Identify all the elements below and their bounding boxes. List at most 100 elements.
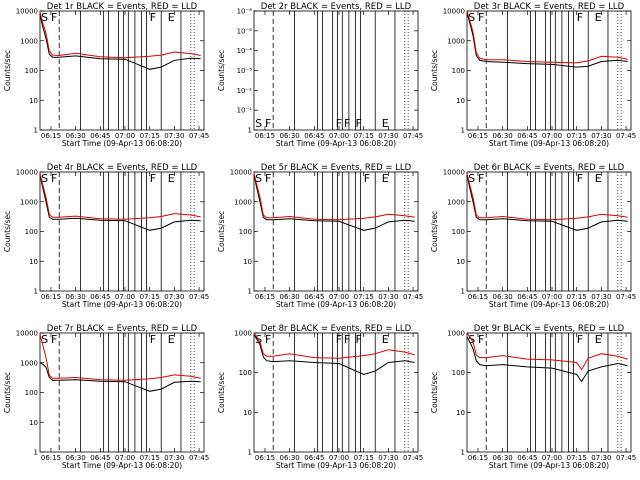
chart-7-xtick-label-4: 07:15 [140, 454, 160, 462]
chart-6-xtick-label-6: 07:45 [616, 293, 636, 301]
chart-2-xtick-label-2: 06:45 [304, 132, 324, 140]
chart-2-title: Det 2r BLACK = Events, RED = LLD [261, 2, 412, 12]
chart-5-ytick-label-1: 10 [243, 258, 252, 266]
chart-5-ytick-label-2: 100 [239, 228, 252, 236]
chart-2-xtick-label-1: 06:30 [280, 132, 300, 140]
chart-4-flag-3: E [168, 172, 175, 185]
chart-5-xtick-label-0: 06:15 [255, 293, 275, 301]
chart-8-ytick-label-2: 100 [239, 369, 252, 377]
chart-1-xtick-label-1: 06:30 [66, 132, 86, 140]
chart-2-flag-4: F [355, 117, 361, 130]
chart-1-series-lld [39, 12, 201, 59]
chart-1-xtick-label-2: 06:45 [90, 132, 110, 140]
chart-4-xtick-label-4: 07:15 [140, 293, 160, 301]
chart-6-flag-3: E [595, 172, 602, 185]
chart-8-xtick-label-4: 07:15 [354, 454, 374, 462]
chart-3-frame [466, 10, 632, 131]
chart-8-xtick-label-2: 06:45 [304, 454, 324, 462]
chart-6-title: Det 6r BLACK = Events, RED = LLD [474, 163, 625, 173]
chart-8-xtick-label-1: 06:30 [280, 454, 300, 462]
chart-4-series-lld [39, 173, 201, 220]
chart-1-flag-3: E [168, 11, 175, 24]
chart-4-flag-2: F [150, 172, 156, 185]
chart-9-flag-2: F [577, 333, 583, 346]
chart-3-flag-3: E [595, 11, 602, 24]
chart-1: Det 1r BLACK = Events, RED = LLD 1 10 100 10… [3, 2, 209, 148]
chart-7-title: Det 7r BLACK = Events, RED = LLD [47, 324, 198, 334]
chart-6-series-events [466, 174, 628, 231]
chart-1-xtick-label-0: 06:15 [41, 132, 61, 140]
chart-5-xtick-label-6: 07:45 [403, 293, 423, 301]
chart-9-xtick-label-4: 07:15 [567, 454, 587, 462]
chart-8-flag-3: F [344, 333, 350, 346]
chart-3-xtick-label-3: 07:00 [542, 132, 562, 140]
chart-6-ytick-label-1: 10 [456, 258, 465, 266]
chart-6-flag-2: F [577, 172, 583, 185]
chart-9-title: Det 9r BLACK = Events, RED = LLD [474, 324, 625, 334]
chart-7-ytick-label-1: 10 [29, 419, 38, 427]
chart-9-ylabel: Counts/sec [430, 372, 439, 413]
chart-7-xtick-label-1: 06:30 [66, 454, 86, 462]
chart-9: Det 9r BLACK = Events, RED = LLD 1 10 100 10… [430, 324, 636, 470]
chart-5-ytick-label-3: 1000 [234, 198, 252, 206]
chart-9-series-lld [466, 332, 628, 371]
chart-4-series-events [39, 174, 201, 231]
chart-5-xtick-label-4: 07:15 [354, 293, 374, 301]
chart-5-xlabel: Start Time (09-Apr-13 06:08:20) [276, 300, 396, 309]
chart-5-flag-1: F [265, 172, 271, 185]
chart-3-ytick-label-4: 10000 [443, 8, 465, 16]
chart-8-ytick-label-1: 10 [243, 409, 252, 417]
chart-5-ytick-label-0: 1 [248, 288, 252, 296]
chart-5-xtick-label-2: 06:45 [304, 293, 324, 301]
chart-4-ytick-label-4: 10000 [16, 169, 38, 177]
chart-4-flag-0: S [41, 172, 48, 185]
chart-9-xtick-label-1: 06:30 [493, 454, 513, 462]
chart-3-xlabel: Start Time (09-Apr-13 06:08:20) [489, 139, 609, 148]
chart-2-flag-0: S [255, 117, 262, 130]
chart-2-ytick-label-4: 10⁻⁴ [237, 47, 253, 55]
chart-1-ytick-label-3: 1000 [20, 37, 38, 45]
chart-2-xtick-label-5: 07:30 [378, 132, 398, 140]
chart-6-series-lld [466, 173, 628, 221]
chart-6-xtick-label-2: 06:45 [517, 293, 537, 301]
chart-9-xtick-label-2: 06:45 [517, 454, 537, 462]
chart-3-xtick-label-2: 06:45 [517, 132, 537, 140]
chart-1-ytick-label-0: 1 [34, 127, 38, 135]
chart-9-ytick-label-3: 1000 [447, 330, 465, 338]
chart-9-xtick-label-5: 07:30 [591, 454, 611, 462]
chart-7-ytick-label-0: 1 [34, 449, 38, 457]
chart-7-series-lld [39, 334, 201, 381]
chart-9-flag-3: E [595, 333, 602, 346]
chart-1-title: Det 1r BLACK = Events, RED = LLD [47, 2, 198, 12]
chart-7-flag-1: F [51, 333, 57, 346]
chart-5-title: Det 5r BLACK = Events, RED = LLD [261, 163, 412, 173]
chart-1-ylabel: Counts/sec [3, 50, 12, 91]
chart-1-frame [39, 10, 205, 131]
chart-5-xtick-label-5: 07:30 [378, 293, 398, 301]
chart-3-series-events [466, 12, 628, 68]
chart-2-xtick-label-4: 07:15 [354, 132, 374, 140]
chart-2-flag-2: F [336, 117, 342, 130]
chart-5-xtick-label-1: 06:30 [280, 293, 300, 301]
chart-8-flag-2: F [336, 333, 342, 346]
chart-8-ylabel: Counts/sec [217, 372, 226, 413]
chart-3: Det 3r BLACK = Events, RED = LLD 1 10 100 10… [430, 2, 636, 148]
chart-3-flag-0: S [468, 11, 475, 24]
chart-4-title: Det 4r BLACK = Events, RED = LLD [47, 163, 198, 173]
chart-5-ylabel: Counts/sec [217, 211, 226, 252]
chart-3-ytick-label-3: 1000 [447, 37, 465, 45]
chart-5-series-lld [253, 173, 415, 221]
chart-8-xtick-label-5: 07:30 [378, 454, 398, 462]
chart-7-xtick-label-3: 07:00 [115, 454, 135, 462]
chart-4-xtick-label-5: 07:30 [164, 293, 184, 301]
chart-2-xtick-label-6: 07:45 [403, 132, 423, 140]
chart-2-flag-1: F [265, 117, 271, 130]
chart-4-xtick-label-1: 06:30 [66, 293, 86, 301]
chart-3-xtick-label-1: 06:30 [493, 132, 513, 140]
chart-4-xtick-label-2: 06:45 [90, 293, 110, 301]
chart-9-xlabel: Start Time (09-Apr-13 06:08:20) [489, 461, 609, 470]
chart-3-ylabel: Counts/sec [430, 50, 439, 91]
chart-9-xtick-label-3: 07:00 [542, 454, 562, 462]
chart-1-xtick-label-3: 07:00 [115, 132, 135, 140]
chart-4-ytick-label-3: 1000 [20, 198, 38, 206]
